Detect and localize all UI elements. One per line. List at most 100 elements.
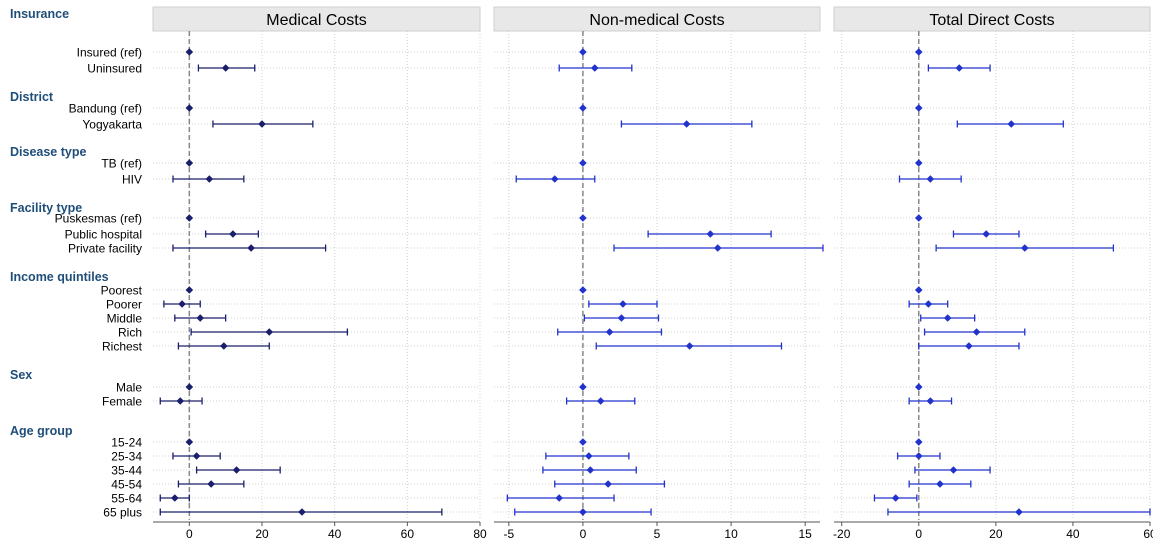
x-tick-label: 20 <box>989 527 1003 541</box>
point-estimate <box>185 286 194 294</box>
row-label: 25-34 <box>111 450 142 464</box>
point-estimate <box>982 230 991 238</box>
panel-title: Non-medical Costs <box>589 12 724 29</box>
point-estimate <box>205 175 214 183</box>
x-tick-label: 60 <box>401 527 415 541</box>
group-label: Age group <box>10 424 73 438</box>
point-estimate <box>579 104 587 112</box>
row-label: Private facility <box>68 242 142 256</box>
point-estimate <box>914 452 923 460</box>
point-estimate <box>1007 120 1016 128</box>
panels: Medical Costs 0 20 40 60 80 Non-medical Costs -… <box>152 6 1153 541</box>
point-estimate <box>914 104 923 112</box>
point-estimate <box>579 383 587 391</box>
panel-medical: Medical Costs 0 20 40 60 80 <box>152 6 487 541</box>
panel-header <box>493 6 821 32</box>
point-estimate <box>585 452 593 460</box>
point-estimate <box>579 508 587 516</box>
group-label: Income quintiles <box>10 270 109 284</box>
point-estimate <box>682 120 691 128</box>
point-estimate <box>258 120 266 128</box>
panel-total: Total Direct Costs -20 0 20 40 60 <box>833 6 1153 541</box>
x-tick-label: 40 <box>1066 527 1080 541</box>
point-estimate <box>579 159 587 167</box>
row-label: Puskesmas (ref) <box>55 212 142 226</box>
row-label: TB (ref) <box>101 157 142 171</box>
point-estimate <box>604 480 612 488</box>
point-estimate <box>706 230 715 238</box>
row-label: Poorer <box>106 298 142 312</box>
group-label: Disease type <box>10 145 86 159</box>
point-estimate <box>550 175 559 183</box>
row-label: Middle <box>107 312 143 326</box>
x-tick-label: 0 <box>186 527 193 541</box>
point-estimate <box>579 438 587 446</box>
x-tick-label: 5 <box>654 527 661 541</box>
point-estimate <box>196 314 205 322</box>
point-estimate <box>596 397 605 405</box>
row-label: Female <box>102 395 142 409</box>
point-estimate <box>914 286 923 294</box>
x-tick-label: -20 <box>833 527 851 541</box>
group-label: Facility type <box>10 201 82 215</box>
point-estimate <box>949 466 958 474</box>
row-label: Public hospital <box>65 228 142 242</box>
point-estimate <box>924 300 933 308</box>
x-tick-label: 0 <box>915 527 922 541</box>
point-estimate <box>185 104 194 112</box>
point-estimate <box>579 214 587 222</box>
point-estimate <box>914 383 923 391</box>
point-estimate <box>605 328 614 336</box>
row-label: Yogyakarta <box>82 118 142 132</box>
row-label: HIV <box>122 173 142 187</box>
point-estimate <box>171 494 179 502</box>
point-estimate <box>232 466 241 474</box>
point-estimate <box>192 452 201 460</box>
point-estimate <box>914 159 923 167</box>
point-estimate <box>176 397 185 405</box>
row-label: 35-44 <box>111 464 142 478</box>
point-estimate <box>229 230 237 238</box>
point-estimate <box>185 159 194 167</box>
point-estimate <box>926 397 935 405</box>
row-label: Richest <box>102 340 143 354</box>
row-label: Insured (ref) <box>77 46 142 60</box>
point-estimate <box>936 480 944 488</box>
panel-header <box>152 6 481 32</box>
group-label: Sex <box>10 368 32 382</box>
point-estimate <box>1020 244 1029 252</box>
row-labels: Insurance Insured (ref) Uninsured District B… <box>10 7 143 520</box>
point-estimate <box>617 314 626 322</box>
point-estimate <box>1015 508 1023 516</box>
point-estimate <box>943 314 952 322</box>
point-estimate <box>713 244 722 252</box>
point-estimate <box>265 328 274 336</box>
point-estimate <box>185 383 194 391</box>
x-tick-label: 80 <box>473 527 487 541</box>
point-estimate <box>555 494 563 502</box>
x-tick-label: -5 <box>503 527 514 541</box>
row-label: Rich <box>118 326 142 340</box>
row-label: Bandung (ref) <box>69 102 142 116</box>
panel-header <box>833 6 1151 32</box>
point-estimate <box>178 300 186 308</box>
point-estimate <box>972 328 981 336</box>
point-estimate <box>955 64 964 72</box>
point-estimate <box>965 342 973 350</box>
row-label: Uninsured <box>87 62 142 76</box>
point-estimate <box>891 494 900 502</box>
point-estimate <box>579 286 587 294</box>
point-estimate <box>914 48 923 56</box>
x-tick-label: 20 <box>255 527 269 541</box>
point-estimate <box>914 438 923 446</box>
x-tick-label: 40 <box>328 527 342 541</box>
group-label: District <box>10 90 54 104</box>
point-estimate <box>685 342 694 350</box>
point-estimate <box>579 48 587 56</box>
point-estimate <box>221 64 230 72</box>
row-label: 15-24 <box>111 436 142 450</box>
point-estimate <box>590 64 599 72</box>
x-tick-label: 0 <box>580 527 587 541</box>
row-label: 45-54 <box>111 478 142 492</box>
